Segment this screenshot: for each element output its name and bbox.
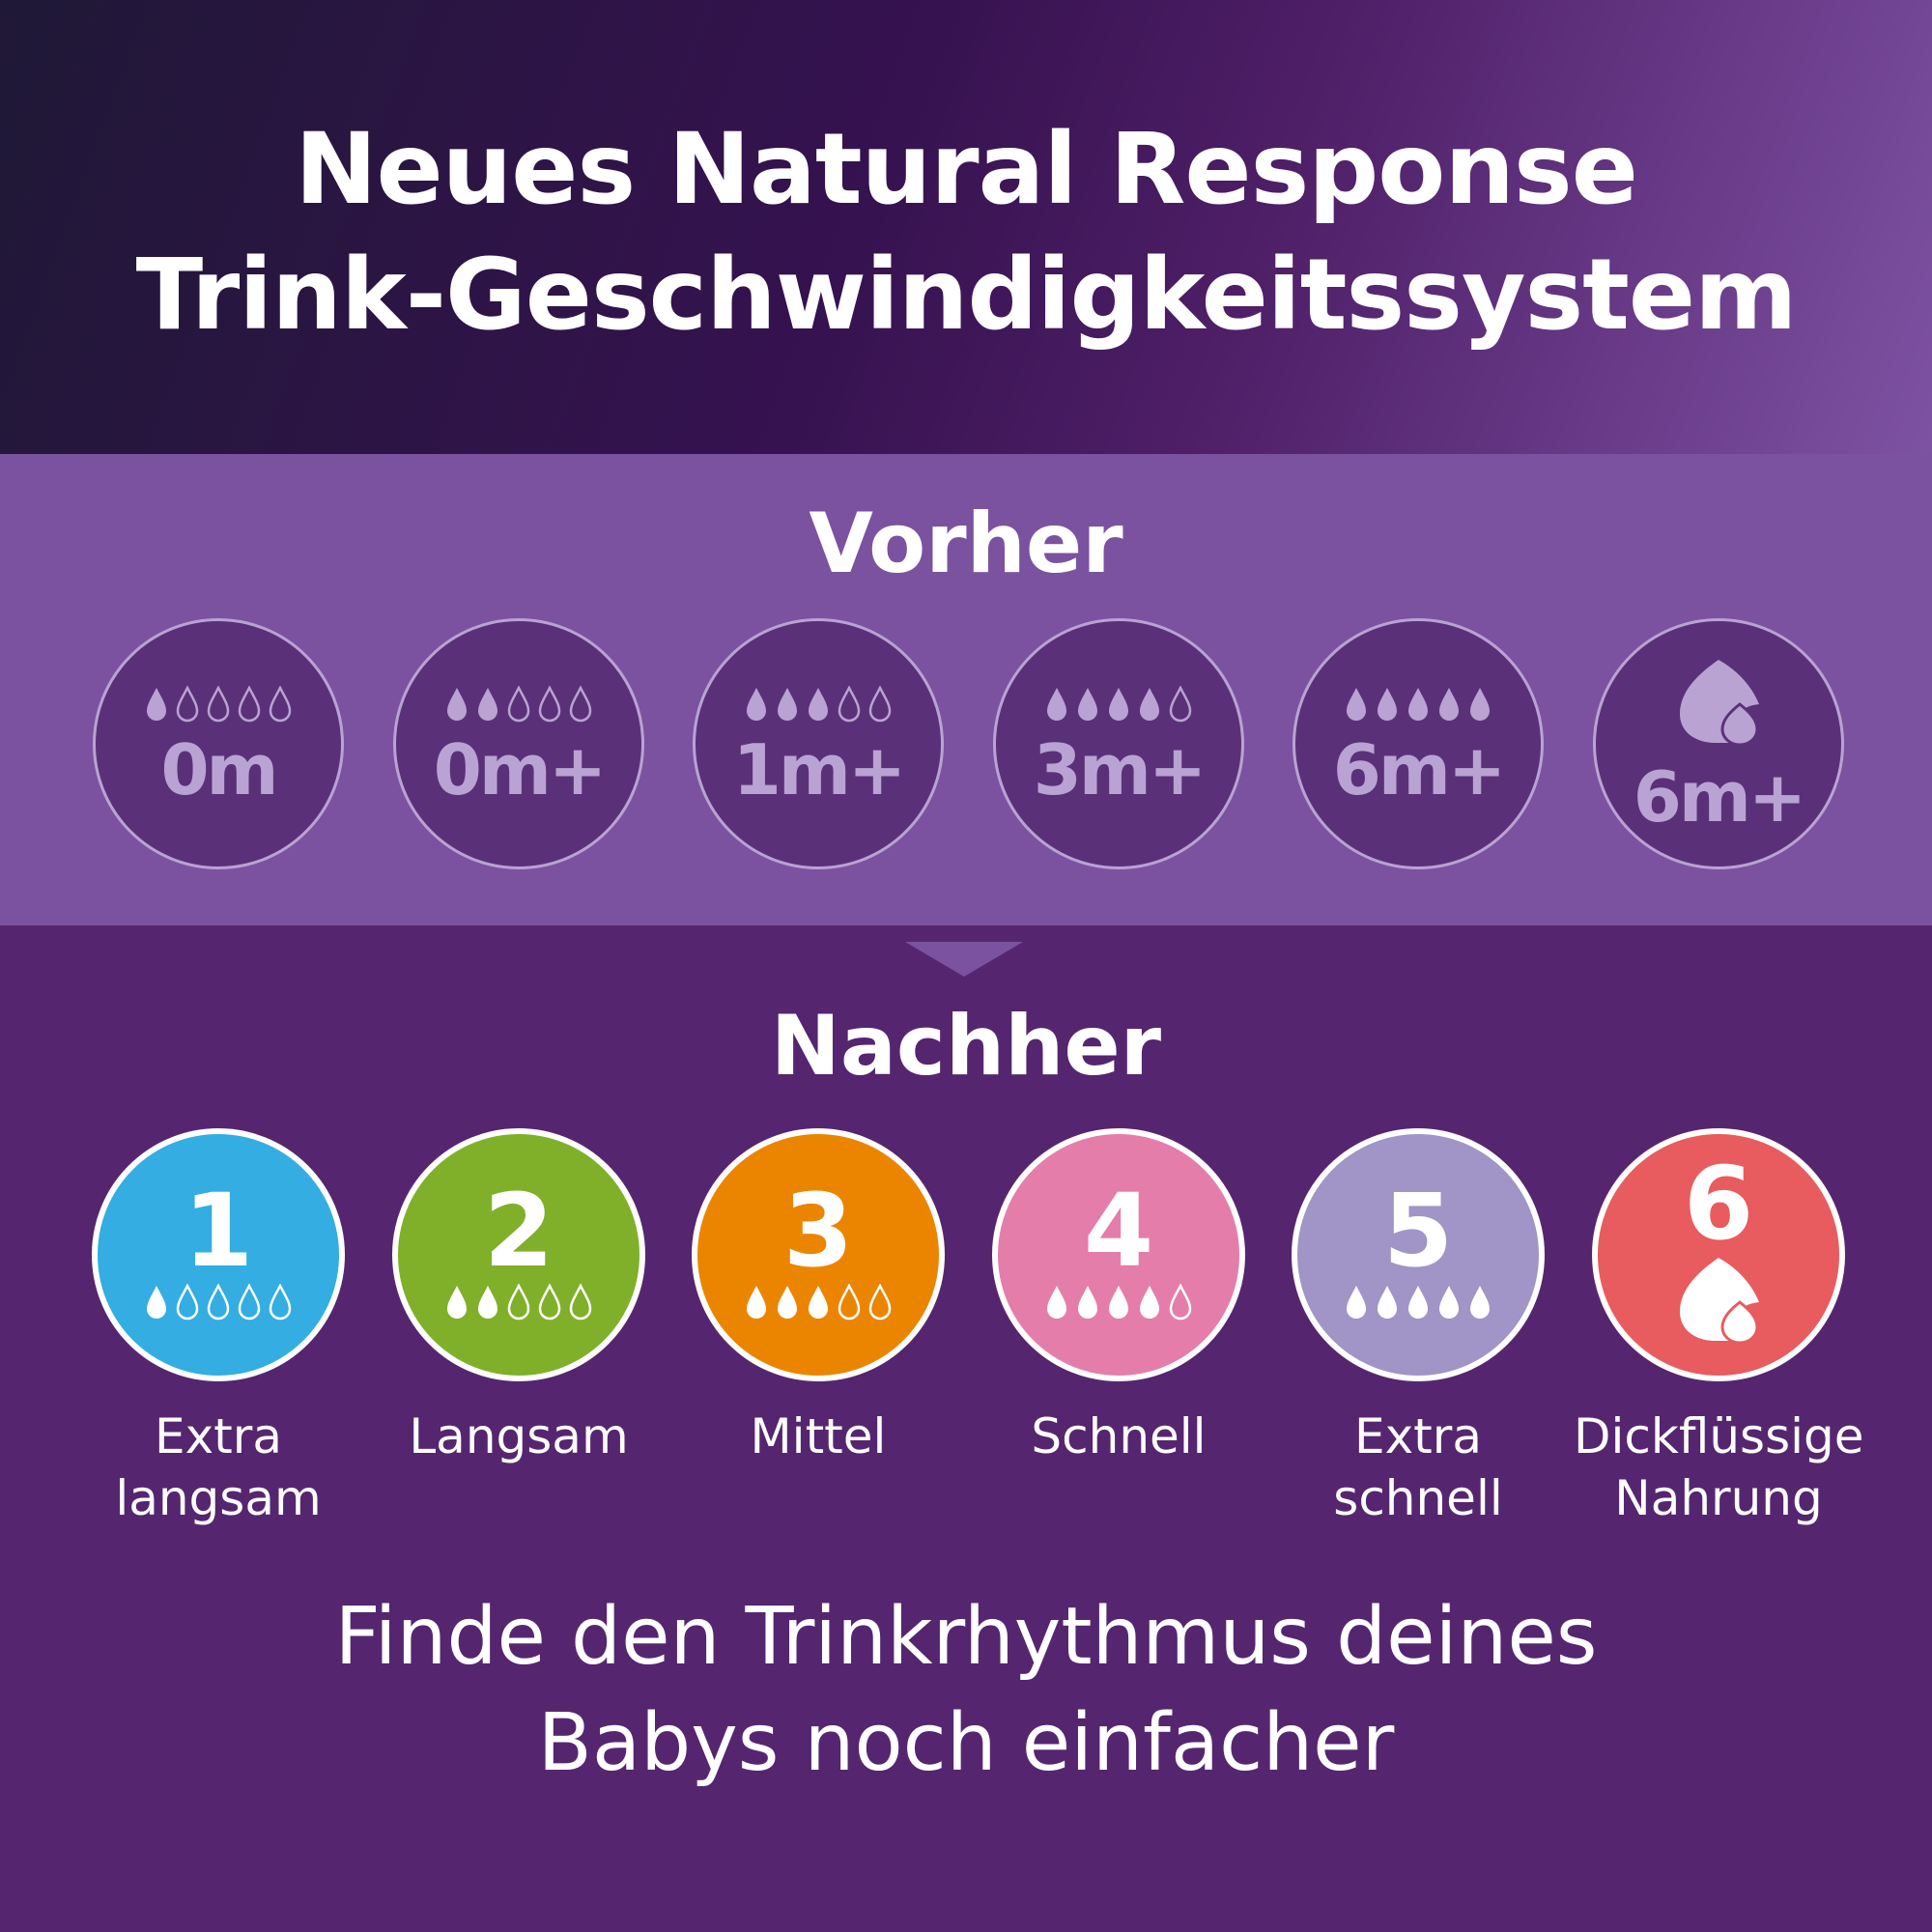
drops-icon	[1044, 1281, 1193, 1323]
age-label: 0m	[160, 729, 278, 810]
flow-label-line-1: Langsam	[409, 1408, 629, 1464]
drops-icon	[1044, 683, 1193, 725]
after-flow-badge: 3	[692, 1128, 945, 1381]
flow-number: 1	[183, 1172, 254, 1290]
before-title: Vorher	[809, 496, 1123, 592]
flow-number: 3	[782, 1172, 854, 1290]
flow-label: Schnell	[974, 1406, 1264, 1467]
drops-icon	[744, 683, 893, 725]
flow-label: Extra schnell	[1273, 1406, 1563, 1529]
title-line-1: Neues Natural Response	[295, 112, 1638, 227]
age-label: 6m+	[1332, 729, 1506, 810]
tagline-line-2: Babys noch einfacher	[537, 1697, 1395, 1789]
after-flow-badge: 6	[1592, 1128, 1845, 1381]
flow-label: Dickflüssige Nahrung	[1574, 1406, 1864, 1529]
drops-icon	[144, 683, 293, 725]
after-flow-badge: 2	[392, 1128, 645, 1381]
before-flow-badge: 6m+	[1593, 618, 1844, 869]
title-line-2: Trink-Geschwindigkeitssystem	[135, 238, 1798, 353]
before-flow-badge: 1m+	[693, 618, 944, 869]
age-label: 1m+	[732, 729, 906, 810]
age-label: 3m+	[1033, 729, 1207, 810]
arrow-down-icon	[905, 942, 1023, 977]
drops-icon	[444, 683, 593, 725]
flow-number: 6	[1683, 1145, 1754, 1263]
after-flow-badge: 4	[992, 1128, 1245, 1381]
before-flow-badge: 3m+	[993, 618, 1244, 869]
flow-label-line-2: langsam	[115, 1470, 322, 1526]
thick-drop-icon	[1670, 656, 1767, 753]
flow-label-line-1: Dickflüssige	[1574, 1408, 1864, 1464]
flow-label-line-1: Mittel	[750, 1408, 887, 1464]
drops-icon	[144, 1281, 293, 1323]
drops-icon	[1344, 1281, 1492, 1323]
age-label: 0m+	[433, 729, 607, 810]
flow-label-line-1: Extra	[155, 1408, 282, 1464]
before-flow-badge: 0m+	[393, 618, 644, 869]
flow-number: 5	[1382, 1172, 1454, 1290]
after-flow-badge: 5	[1292, 1128, 1545, 1381]
flow-label-line-2: Nahrung	[1614, 1470, 1823, 1526]
flow-label: Extra langsam	[73, 1406, 363, 1529]
tagline: Finde den Trinkrhythmus deines Babys noc…	[0, 1584, 1932, 1797]
flow-label: Langsam	[374, 1406, 664, 1467]
tagline-line-1: Finde den Trinkrhythmus deines	[334, 1591, 1598, 1683]
flow-label: Mittel	[673, 1406, 963, 1467]
flow-number: 2	[483, 1172, 554, 1290]
after-title: Nachher	[770, 998, 1162, 1094]
flow-label-line-2: schnell	[1333, 1470, 1503, 1526]
flow-label-line-1: Extra	[1354, 1408, 1482, 1464]
drops-icon	[444, 1281, 593, 1323]
header-banner: Neues Natural Response Trink-Geschwindig…	[0, 0, 1932, 454]
age-label: 6m+	[1633, 756, 1806, 838]
thick-drop-icon	[1670, 1254, 1767, 1350]
before-flow-badge: 6m+	[1293, 618, 1544, 869]
drops-icon	[744, 1281, 893, 1323]
after-flow-badge: 1	[92, 1128, 345, 1381]
before-flow-badge: 0m	[93, 618, 344, 869]
flow-number: 4	[1083, 1172, 1154, 1290]
flow-label-line-1: Schnell	[1031, 1408, 1207, 1464]
drops-icon	[1344, 683, 1492, 725]
